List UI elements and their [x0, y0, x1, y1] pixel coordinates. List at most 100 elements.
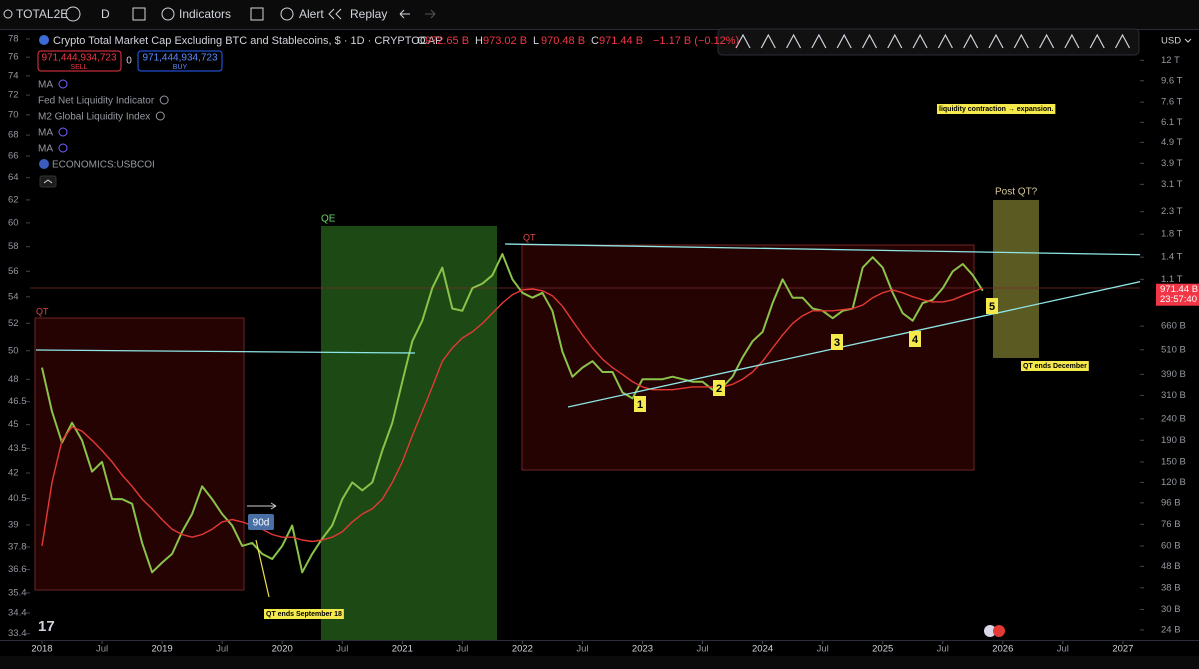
layouts[interactable]	[250, 7, 264, 21]
y2-tick-label: 72	[8, 90, 19, 101]
tool-icon[interactable]	[963, 33, 979, 49]
replay-button[interactable]: Replay	[350, 7, 387, 21]
search-icon[interactable]	[3, 9, 13, 19]
y-tick-label: 1.4 T	[1161, 252, 1183, 263]
y2-tick-label: 60	[8, 217, 19, 228]
tool-icon[interactable]	[735, 33, 751, 49]
trend-line	[35, 349, 416, 354]
tool-icon[interactable]	[786, 33, 802, 49]
tool-icon[interactable]	[1089, 33, 1105, 49]
y-tick-label: 12 T	[1161, 55, 1180, 66]
ohlc-key: L	[533, 35, 539, 47]
moving-average	[41, 287, 984, 547]
visibility-icon[interactable]	[159, 95, 169, 105]
x-tick-label: 2021	[392, 644, 413, 655]
sell-button[interactable]	[37, 50, 122, 72]
chart-type[interactable]	[132, 7, 146, 21]
y2-tick-label: 40.5	[8, 493, 27, 504]
y2-tick-label: 48	[8, 374, 19, 385]
add-symbol[interactable]	[65, 6, 81, 22]
buy-label[interactable]: BUY	[173, 64, 188, 71]
tool-icon[interactable]	[988, 33, 1004, 49]
tool-icon[interactable]	[1064, 33, 1080, 49]
x-tick-label: Jul	[1057, 644, 1069, 655]
x-tick-label: Jul	[216, 644, 228, 655]
indicators-button[interactable]: Indicators	[179, 7, 231, 21]
indicator-list: MA Fed Net Liquidity Indicator M2 Global L…	[38, 79, 169, 171]
alert-button[interactable]: Alert	[299, 7, 324, 21]
y-tick-label: 240 B	[1161, 413, 1186, 424]
symbol[interactable]: TOTAL2E	[16, 7, 68, 21]
redo[interactable]	[425, 9, 436, 19]
legend: Crypto Total Market Cap Excluding BTC an…	[37, 35, 739, 188]
tool-icon[interactable]	[1114, 33, 1131, 49]
tool-icon[interactable]	[1039, 33, 1055, 49]
interval[interactable]: D	[101, 7, 110, 21]
y-tick-label: 3.9 T	[1161, 158, 1183, 169]
indicators-icon[interactable]	[161, 7, 175, 21]
settings-icon[interactable]	[58, 127, 68, 137]
visibility-icon[interactable]	[155, 111, 165, 121]
y-tick-label: 120 B	[1161, 477, 1186, 488]
y2-tick-label: 66	[8, 151, 19, 162]
post-qt-box	[993, 200, 1039, 358]
y-tick-label: 510 B	[1161, 344, 1186, 355]
note: liquidity contraction → expansion.	[939, 106, 1053, 113]
y-tick-label: 3.1 T	[1161, 179, 1183, 190]
alert-icon[interactable]	[280, 7, 294, 21]
buy-price[interactable]: 971,444,934,723	[142, 53, 218, 64]
y2-tick-label: 62	[8, 194, 19, 205]
x-tick-label: 2019	[152, 644, 173, 655]
indicator-name[interactable]: Fed Net Liquidity Indicator	[38, 96, 155, 107]
tool-icon[interactable]	[1013, 33, 1029, 49]
event-flag[interactable]	[984, 625, 996, 637]
tool-icon[interactable]	[811, 33, 827, 49]
axes: 12 T 9.6 T 7.6 T 6.1 T 4.9 T 3.9 T 3.1 T 2.3 T 1…	[8, 33, 1199, 655]
arrow-head	[270, 502, 277, 510]
y2-tick-label: 58	[8, 241, 19, 252]
zone-label: QE	[321, 214, 336, 225]
undo[interactable]	[399, 9, 410, 19]
tool-icon[interactable]	[912, 33, 928, 49]
x-tick-label: 2025	[872, 644, 893, 655]
currency-caret[interactable]	[1184, 38, 1192, 43]
tool-icon[interactable]	[836, 33, 852, 49]
currency[interactable]: USD	[1161, 36, 1181, 47]
indicator-name[interactable]: ECONOMICS:USBCOI	[52, 160, 155, 171]
sell-price[interactable]: 971,444,934,723	[41, 53, 117, 64]
wave-label: 2	[716, 383, 722, 395]
last-price-box	[1156, 283, 1199, 306]
y2-tick-label: 52	[8, 318, 19, 329]
note: QT ends September 18	[266, 611, 342, 618]
settings-icon[interactable]	[58, 79, 68, 89]
y-tick-label: 24 B	[1161, 624, 1181, 635]
legend-title: Crypto Total Market Cap Excluding BTC an…	[53, 35, 442, 47]
pointer-line	[255, 539, 270, 598]
replay-icon[interactable]	[328, 8, 342, 20]
indicator-name[interactable]: MA	[38, 144, 53, 155]
trend-line	[567, 277, 1158, 408]
collapse-button[interactable]	[39, 175, 57, 188]
settings-icon[interactable]	[58, 143, 68, 153]
y-tick-label: 390 B	[1161, 369, 1186, 380]
x-tick-label: 2022	[512, 644, 533, 655]
trend-lines	[35, 243, 1158, 598]
spread: 0	[126, 56, 132, 67]
sell-label[interactable]: SELL	[70, 64, 87, 71]
indicator-name[interactable]: M2 Global Liquidity Index	[38, 112, 150, 123]
x-tick-label: 2027	[1112, 644, 1133, 655]
tool-icon[interactable]	[937, 33, 953, 49]
tool-icon[interactable]	[760, 33, 776, 49]
indicator-name[interactable]: MA	[38, 80, 53, 91]
y2-tick-label: 45	[8, 419, 19, 430]
buy-button[interactable]	[137, 50, 223, 72]
price-axis	[1140, 30, 1199, 640]
tool-icon[interactable]	[861, 33, 878, 49]
wave-label-bg	[634, 396, 646, 412]
y-tick-label: 30 B	[1161, 604, 1181, 615]
indicator-name[interactable]: MA	[38, 128, 53, 139]
event-flag[interactable]	[993, 625, 1005, 637]
flag-icon	[39, 159, 49, 169]
ohlc-key: H	[475, 35, 483, 47]
tool-icon[interactable]	[887, 33, 903, 49]
